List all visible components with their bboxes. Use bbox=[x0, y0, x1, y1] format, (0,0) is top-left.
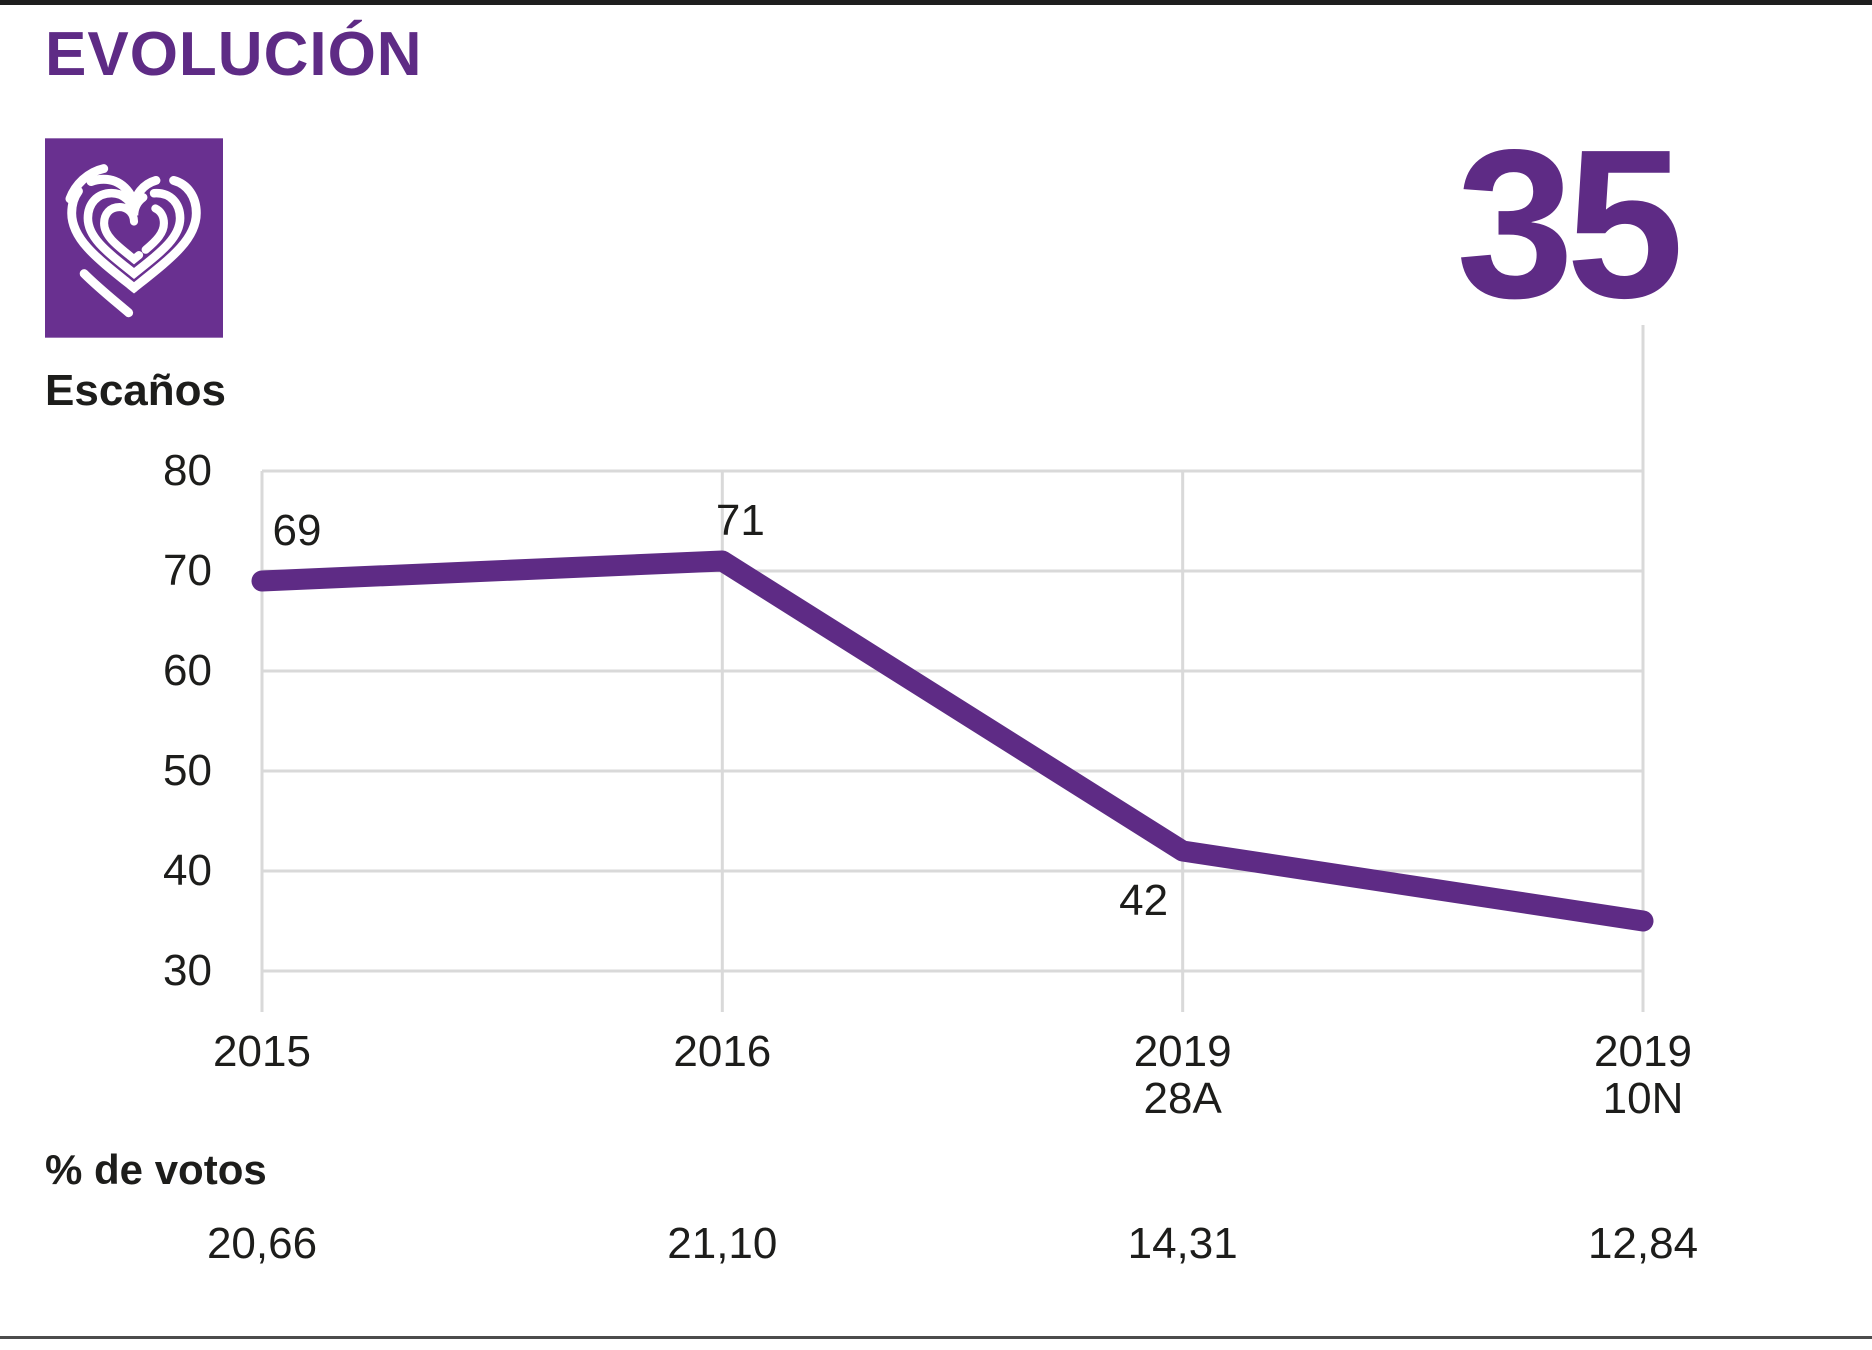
latest-seats-value: 35 bbox=[1456, 105, 1684, 342]
point-label-71: 71 bbox=[715, 496, 765, 545]
vote-pct-value-3: 12,84 bbox=[1587, 1219, 1699, 1268]
x-tick-label-3: 2019 10N bbox=[1594, 1027, 1692, 1123]
votes-row-label: % de votos bbox=[45, 1146, 267, 1193]
bottom-divider bbox=[0, 1336, 1872, 1339]
x-tick-label-1: 2016 bbox=[673, 1027, 772, 1076]
y-tick-label-60: 60 bbox=[163, 646, 212, 695]
y-tick-label-80: 80 bbox=[163, 446, 212, 495]
point-label-69: 69 bbox=[272, 506, 322, 555]
podemos-heart-logo bbox=[45, 138, 223, 338]
top-divider bbox=[0, 0, 1872, 5]
x-tick-label-2: 2019 28A bbox=[1133, 1027, 1232, 1123]
seats-data-line bbox=[251, 550, 1654, 932]
vote-pct-value-1: 21,10 bbox=[667, 1219, 778, 1268]
point-label-42: 42 bbox=[1119, 876, 1169, 925]
y-tick-label-50: 50 bbox=[163, 746, 212, 795]
vote-pct-value-0: 20,66 bbox=[206, 1219, 318, 1268]
vote-pct-value-2: 14,31 bbox=[1127, 1219, 1238, 1268]
y-tick-label-70: 70 bbox=[163, 546, 212, 595]
y-tick-label-40: 40 bbox=[163, 846, 212, 895]
page-title: EVOLUCIÓN bbox=[45, 20, 423, 89]
y-tick-label-30: 30 bbox=[163, 946, 212, 995]
x-tick-label-0: 2015 bbox=[213, 1027, 311, 1076]
y-axis-title: Escaños bbox=[45, 366, 226, 415]
